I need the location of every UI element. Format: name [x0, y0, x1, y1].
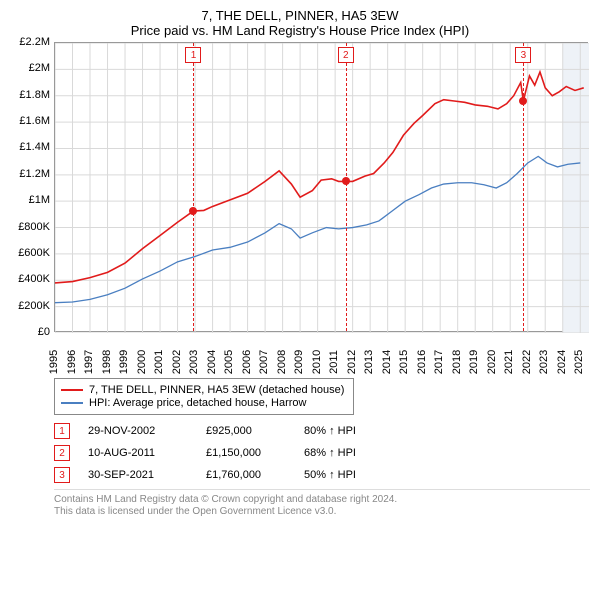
event-row: 3 30-SEP-2021 £1,760,000 50% ↑ HPI	[54, 467, 434, 483]
legend-box: 7, THE DELL, PINNER, HA5 3EW (detached h…	[54, 378, 354, 415]
x-tick-label: 2007	[258, 350, 270, 374]
event-marker-dot	[519, 97, 527, 105]
y-tick-label: £800K	[18, 221, 50, 233]
x-axis-labels: 1995199619971998199920002001200220032004…	[54, 334, 588, 372]
event-marker-box: 3	[515, 47, 531, 63]
event-marker-dot	[189, 207, 197, 215]
event-marker-box: 1	[185, 47, 201, 63]
x-tick-label: 2023	[538, 350, 550, 374]
legend-item: HPI: Average price, detached house, Harr…	[61, 397, 347, 409]
x-tick-label: 2013	[363, 350, 375, 374]
x-tick-label: 2004	[206, 350, 218, 374]
chart-area: £0 £200K £400K £600K £800K £1M £1.2M £1.4M £1.6M…	[10, 42, 590, 372]
x-tick-label: 2012	[346, 350, 358, 374]
footer-attribution: Contains HM Land Registry data © Crown c…	[54, 489, 590, 518]
x-tick-label: 2022	[521, 350, 533, 374]
x-tick-label: 2001	[153, 350, 165, 374]
event-price: £1,150,000	[206, 447, 286, 459]
event-date: 30-SEP-2021	[88, 469, 188, 481]
y-tick-label: £400K	[18, 273, 50, 285]
x-tick-label: 1998	[101, 350, 113, 374]
y-tick-label: £1.6M	[19, 115, 50, 127]
event-number-box: 3	[54, 467, 70, 483]
x-tick-label: 2000	[136, 350, 148, 374]
x-tick-label: 2005	[223, 350, 235, 374]
legend-swatch	[61, 389, 83, 391]
y-tick-label: £1.8M	[19, 89, 50, 101]
event-price: £1,760,000	[206, 469, 286, 481]
event-hpi: 80% ↑ HPI	[304, 425, 394, 437]
legend-label: 7, THE DELL, PINNER, HA5 3EW (detached h…	[89, 384, 344, 396]
event-date: 29-NOV-2002	[88, 425, 188, 437]
x-tick-label: 2009	[293, 350, 305, 374]
x-tick-label: 2021	[503, 350, 515, 374]
plot-area: 1 2 3	[54, 42, 588, 332]
chart-svg	[55, 43, 589, 333]
event-number-box: 1	[54, 423, 70, 439]
event-row: 2 10-AUG-2011 £1,150,000 68% ↑ HPI	[54, 445, 434, 461]
x-tick-label: 2020	[486, 350, 498, 374]
title-address: 7, THE DELL, PINNER, HA5 3EW	[10, 8, 590, 23]
footer-line2: This data is licensed under the Open Gov…	[54, 506, 590, 518]
y-tick-label: £1M	[29, 194, 50, 206]
legend-label: HPI: Average price, detached house, Harr…	[89, 397, 306, 409]
x-tick-label: 2024	[556, 350, 568, 374]
event-marker-line	[346, 43, 347, 331]
legend-item: 7, THE DELL, PINNER, HA5 3EW (detached h…	[61, 384, 347, 396]
event-row: 1 29-NOV-2002 £925,000 80% ↑ HPI	[54, 423, 434, 439]
x-tick-label: 2003	[188, 350, 200, 374]
x-tick-label: 2017	[433, 350, 445, 374]
y-tick-label: £1.2M	[19, 168, 50, 180]
x-tick-label: 1996	[66, 350, 78, 374]
x-tick-label: 1999	[118, 350, 130, 374]
y-tick-label: £0	[38, 326, 50, 338]
title-subtitle: Price paid vs. HM Land Registry's House …	[10, 23, 590, 38]
x-tick-label: 1995	[48, 350, 60, 374]
event-number-box: 2	[54, 445, 70, 461]
x-tick-label: 2018	[451, 350, 463, 374]
y-tick-label: £2.2M	[19, 36, 50, 48]
y-axis-labels: £0£200K£400K£600K£800K£1M£1.2M£1.4M£1.6M…	[10, 42, 54, 332]
event-hpi: 50% ↑ HPI	[304, 469, 394, 481]
x-tick-label: 2016	[416, 350, 428, 374]
series-property	[55, 72, 584, 283]
event-marker-line	[193, 43, 194, 331]
event-hpi: 68% ↑ HPI	[304, 447, 394, 459]
events-table: 1 29-NOV-2002 £925,000 80% ↑ HPI 2 10-AUG-201…	[54, 423, 434, 483]
x-tick-label: 2008	[276, 350, 288, 374]
x-tick-label: 2002	[171, 350, 183, 374]
x-tick-label: 2011	[328, 350, 340, 374]
x-tick-label: 2014	[381, 350, 393, 374]
x-tick-label: 2006	[241, 350, 253, 374]
x-tick-label: 2025	[573, 350, 585, 374]
x-tick-label: 2010	[311, 350, 323, 374]
event-date: 10-AUG-2011	[88, 447, 188, 459]
y-tick-label: £1.4M	[19, 141, 50, 153]
x-tick-label: 2019	[468, 350, 480, 374]
title-block: 7, THE DELL, PINNER, HA5 3EW Price paid …	[10, 8, 590, 38]
y-tick-label: £600K	[18, 247, 50, 259]
legend-swatch	[61, 402, 83, 404]
event-marker-line	[523, 43, 524, 331]
y-tick-label: £2M	[29, 62, 50, 74]
x-tick-label: 2015	[398, 350, 410, 374]
event-price: £925,000	[206, 425, 286, 437]
y-tick-label: £200K	[18, 300, 50, 312]
event-marker-box: 2	[338, 47, 354, 63]
chart-container: 7, THE DELL, PINNER, HA5 3EW Price paid …	[0, 0, 600, 590]
footer-line1: Contains HM Land Registry data © Crown c…	[54, 494, 590, 506]
x-tick-label: 1997	[83, 350, 95, 374]
event-marker-dot	[342, 177, 350, 185]
